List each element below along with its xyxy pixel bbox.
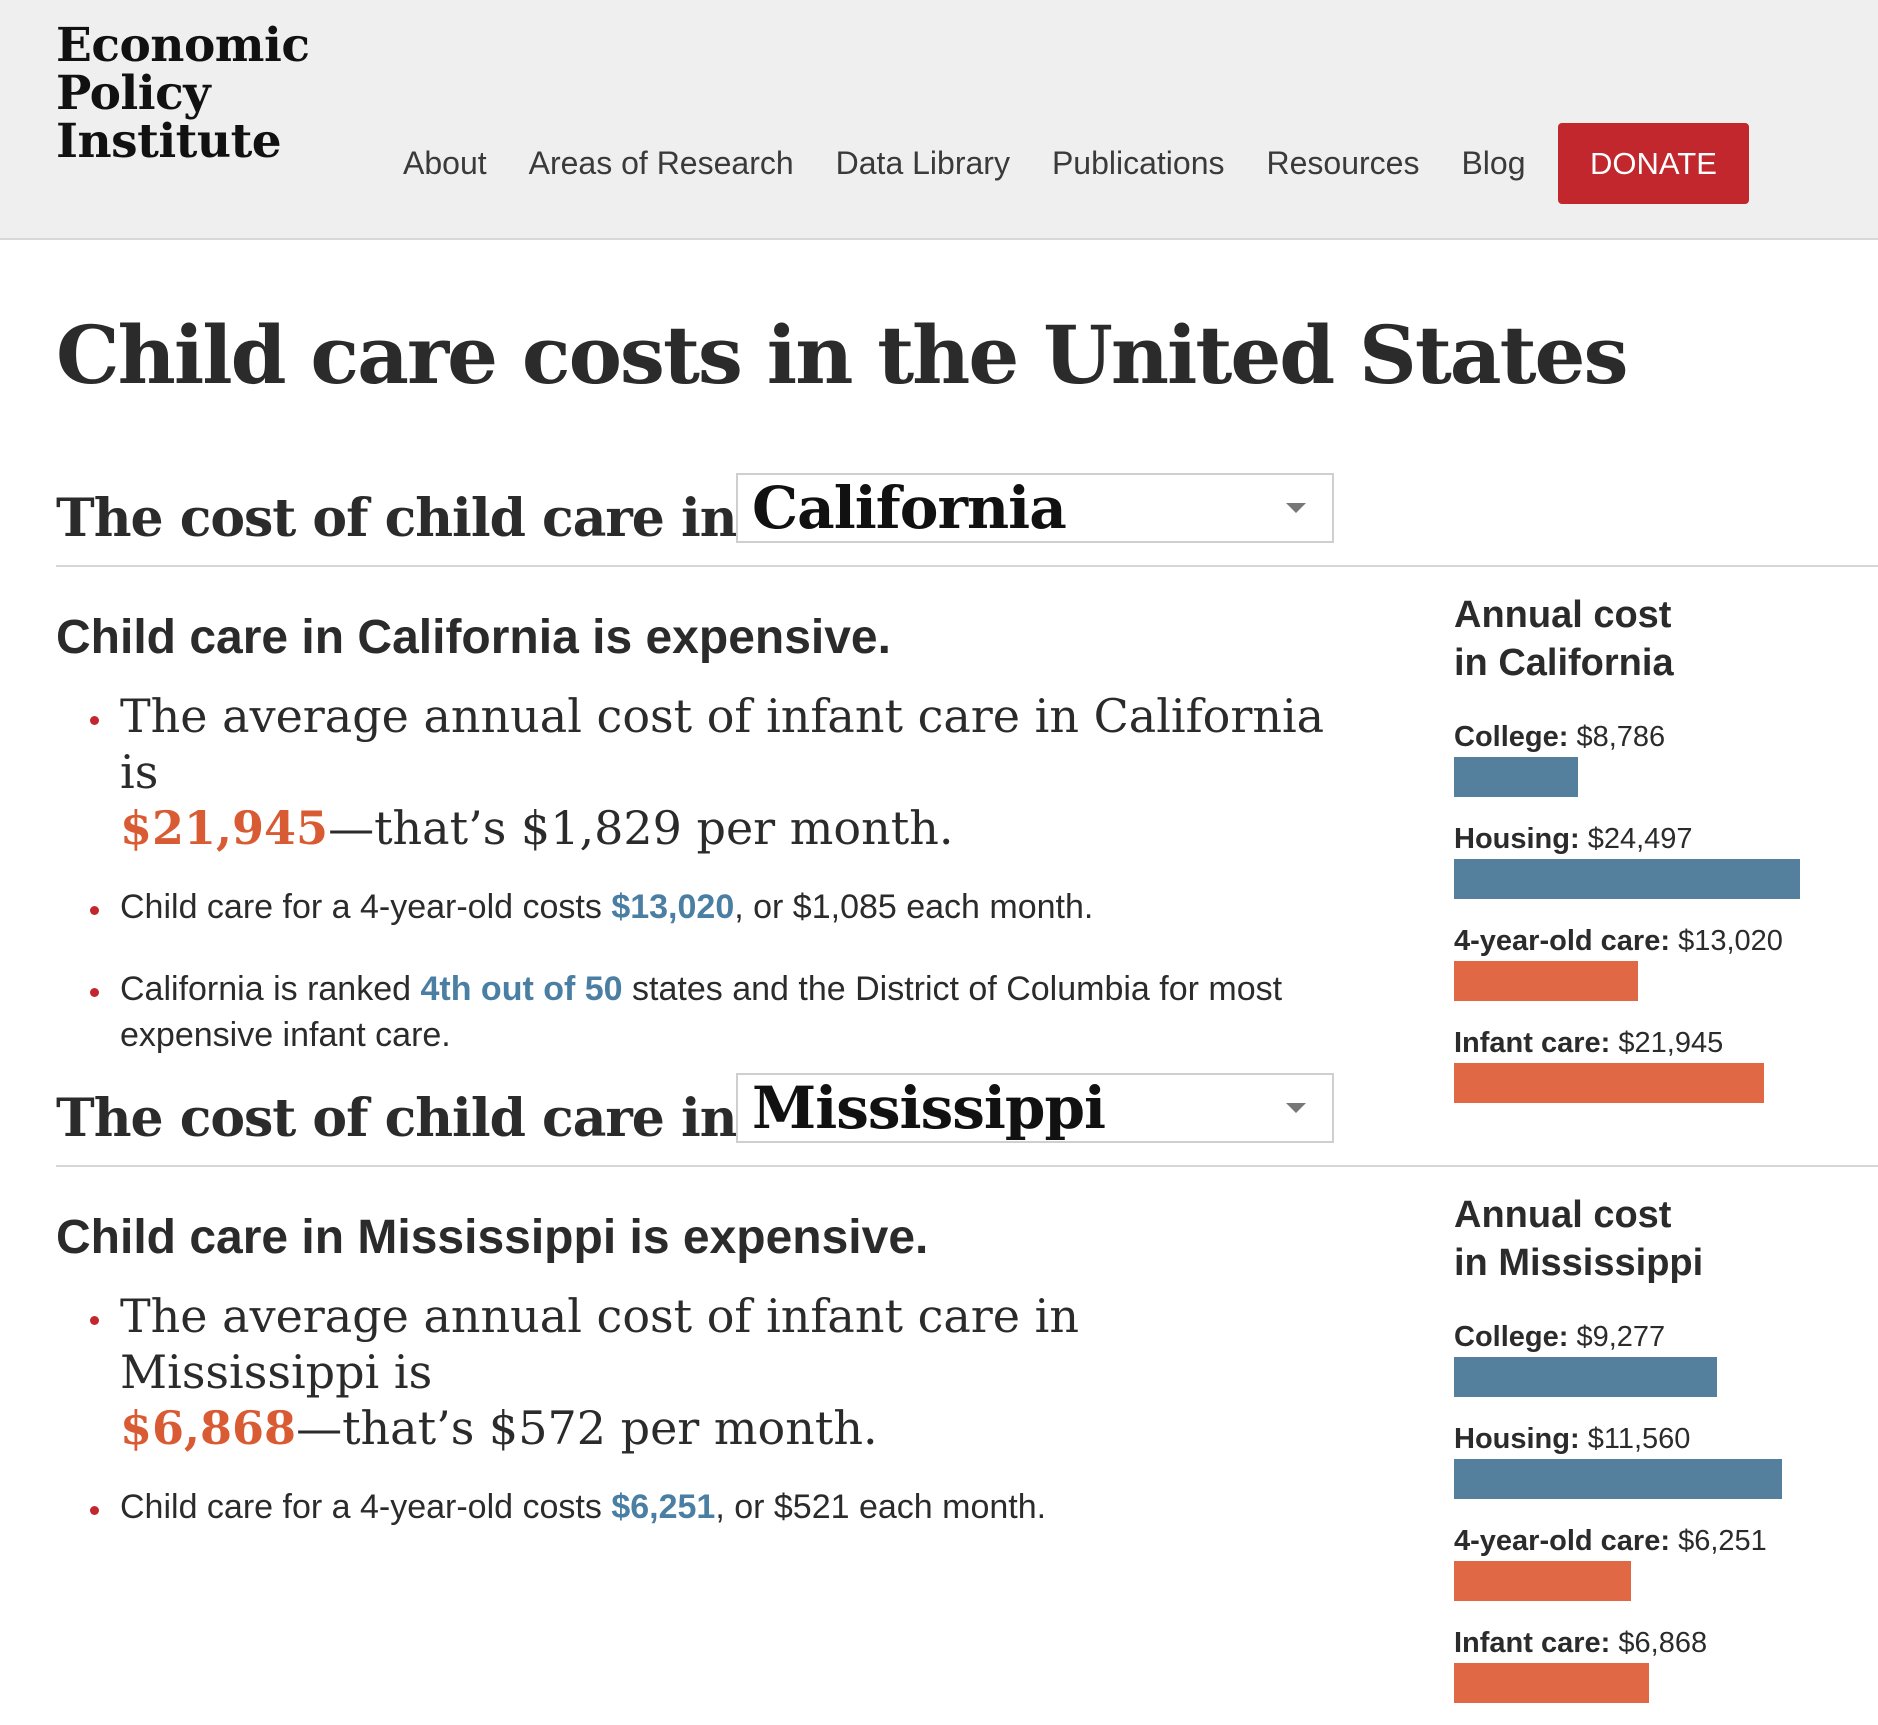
four-year-old-annual-cost: $13,020 [611, 888, 735, 926]
chart-title: Annual cost in California [1454, 591, 1874, 687]
bar-label-infant-care: Infant care: $6,868 [1454, 1623, 1874, 1663]
annual-cost-chart: Annual cost in Mississippi College: $9,2… [1454, 1191, 1874, 1725]
bar-label-name: 4-year-old care: [1454, 925, 1670, 957]
bar-label-four-year-old-care: 4-year-old care: $13,020 [1454, 921, 1874, 961]
bar-label-name: Infant care: [1454, 1027, 1611, 1059]
fact-text: , or $1,085 each month. [734, 888, 1094, 926]
chevron-down-icon [1286, 503, 1306, 513]
nav-data-library[interactable]: Data Library [835, 145, 1010, 181]
nav-resources[interactable]: Resources [1266, 145, 1420, 181]
chart-title-line: Annual cost [1454, 594, 1672, 636]
fact-text: Child care for a 4-year-old costs [120, 888, 602, 926]
state-select-value: California [752, 474, 1067, 542]
infant-cost-fact: The average annual cost of infant care i… [90, 688, 1350, 856]
infant-annual-cost: $21,945 [120, 801, 329, 855]
donate-button[interactable]: DONATE [1558, 123, 1749, 204]
state-heading: The cost of child care in [56, 488, 738, 549]
rank-fact: California is ranked 4th out of 50 state… [90, 966, 1350, 1058]
bar-label-name: 4-year-old care: [1454, 1525, 1670, 1557]
logo-line-2: Policy [56, 66, 211, 121]
site-header: Economic Policy Institute About Areas of… [0, 0, 1878, 240]
bar-label-value: $24,497 [1587, 823, 1693, 855]
bar-label-name: Housing: [1454, 823, 1580, 855]
four-year-old-annual-cost: $6,251 [611, 1488, 716, 1526]
bar-label-college: College: $9,277 [1454, 1317, 1874, 1357]
bar-label-college: College: $8,786 [1454, 717, 1874, 757]
fact-text: , or $521 each month. [715, 1488, 1047, 1526]
fact-text: —that’s $572 per month. [296, 1401, 878, 1455]
state-select[interactable]: Mississippi [736, 1073, 1334, 1143]
bar-label-value: $13,020 [1678, 925, 1783, 957]
main-nav: About Areas of Research Data Library Pub… [403, 145, 1567, 182]
chart-title: Annual cost in Mississippi [1454, 1191, 1874, 1287]
four-year-old-cost-fact: Child care for a 4-year-old costs $6,251… [90, 1484, 1350, 1530]
logo-line-3: Institute [56, 114, 282, 169]
bar-label-four-year-old-care: 4-year-old care: $6,251 [1454, 1521, 1874, 1561]
bar-label-name: Infant care: [1454, 1627, 1611, 1659]
nav-blog[interactable]: Blog [1461, 145, 1526, 181]
nav-about[interactable]: About [403, 145, 487, 181]
bar-label-name: College: [1454, 1321, 1569, 1353]
annual-cost-chart: Annual cost in California College: $8,78… [1454, 591, 1874, 1125]
fact-text: Child care for a 4-year-old costs [120, 1488, 602, 1526]
bar-college [1454, 1357, 1717, 1397]
bar-label-value: $21,945 [1618, 1027, 1724, 1059]
nav-publications[interactable]: Publications [1051, 145, 1225, 181]
bar-four-year-old-care [1454, 961, 1638, 1001]
fact-text: The average annual cost of infant care i… [120, 689, 1325, 799]
bar-label-value: $8,786 [1576, 721, 1666, 753]
state-summary: Child care in Mississippi is expensive. [56, 1211, 929, 1264]
bar-four-year-old-care [1454, 1561, 1631, 1601]
divider [56, 565, 1878, 567]
state-select-value: Mississippi [752, 1074, 1106, 1142]
bar-infant-care [1454, 1063, 1764, 1103]
fact-text: The average annual cost of infant care i… [120, 1289, 1079, 1399]
bar-label-value: $11,560 [1587, 1423, 1691, 1455]
bar-label-value: $9,277 [1576, 1321, 1666, 1353]
infant-cost-fact: The average annual cost of infant care i… [90, 1288, 1350, 1456]
cost-facts-list: The average annual cost of infant care i… [90, 688, 1350, 1094]
bar-label-name: College: [1454, 721, 1569, 753]
cost-facts-list: The average annual cost of infant care i… [90, 1288, 1350, 1566]
bar-housing [1454, 1459, 1782, 1499]
bar-label-housing: Housing: $11,560 [1454, 1419, 1874, 1459]
bar-infant-care [1454, 1663, 1649, 1703]
bar-label-value: $6,251 [1678, 1525, 1767, 1557]
bar-label-name: Housing: [1454, 1423, 1580, 1455]
state-summary: Child care in California is expensive. [56, 611, 891, 664]
bar-housing [1454, 859, 1800, 899]
bar-college [1454, 757, 1578, 797]
chart-title-line: Annual cost [1454, 1194, 1672, 1236]
fact-text: states and the District of Columbia for … [120, 970, 1283, 1054]
epi-logo[interactable]: Economic Policy Institute [56, 22, 310, 166]
fact-text: California is ranked [120, 970, 412, 1008]
state-heading: The cost of child care in [56, 1088, 738, 1149]
fact-text: —that’s $1,829 per month. [328, 801, 954, 855]
state-section-mississippi: The cost of child care in Mississippi Ch… [0, 1073, 1878, 1703]
bar-label-infant-care: Infant care: $21,945 [1454, 1023, 1874, 1063]
nav-areas-of-research[interactable]: Areas of Research [528, 145, 794, 181]
state-section-california: The cost of child care in California Chi… [0, 473, 1878, 1103]
logo-line-1: Economic [56, 18, 310, 73]
chart-title-line: in Mississippi [1454, 1242, 1704, 1284]
bar-label-housing: Housing: $24,497 [1454, 819, 1874, 859]
divider [56, 1165, 1878, 1167]
chevron-down-icon [1286, 1103, 1306, 1113]
state-select[interactable]: California [736, 473, 1334, 543]
infant-annual-cost: $6,868 [120, 1401, 297, 1455]
four-year-old-cost-fact: Child care for a 4-year-old costs $13,02… [90, 884, 1350, 930]
page-title: Child care costs in the United States [56, 308, 1628, 402]
state-rank: 4th out of 50 [420, 970, 623, 1008]
chart-title-line: in California [1454, 642, 1674, 684]
bar-label-value: $6,868 [1618, 1627, 1708, 1659]
